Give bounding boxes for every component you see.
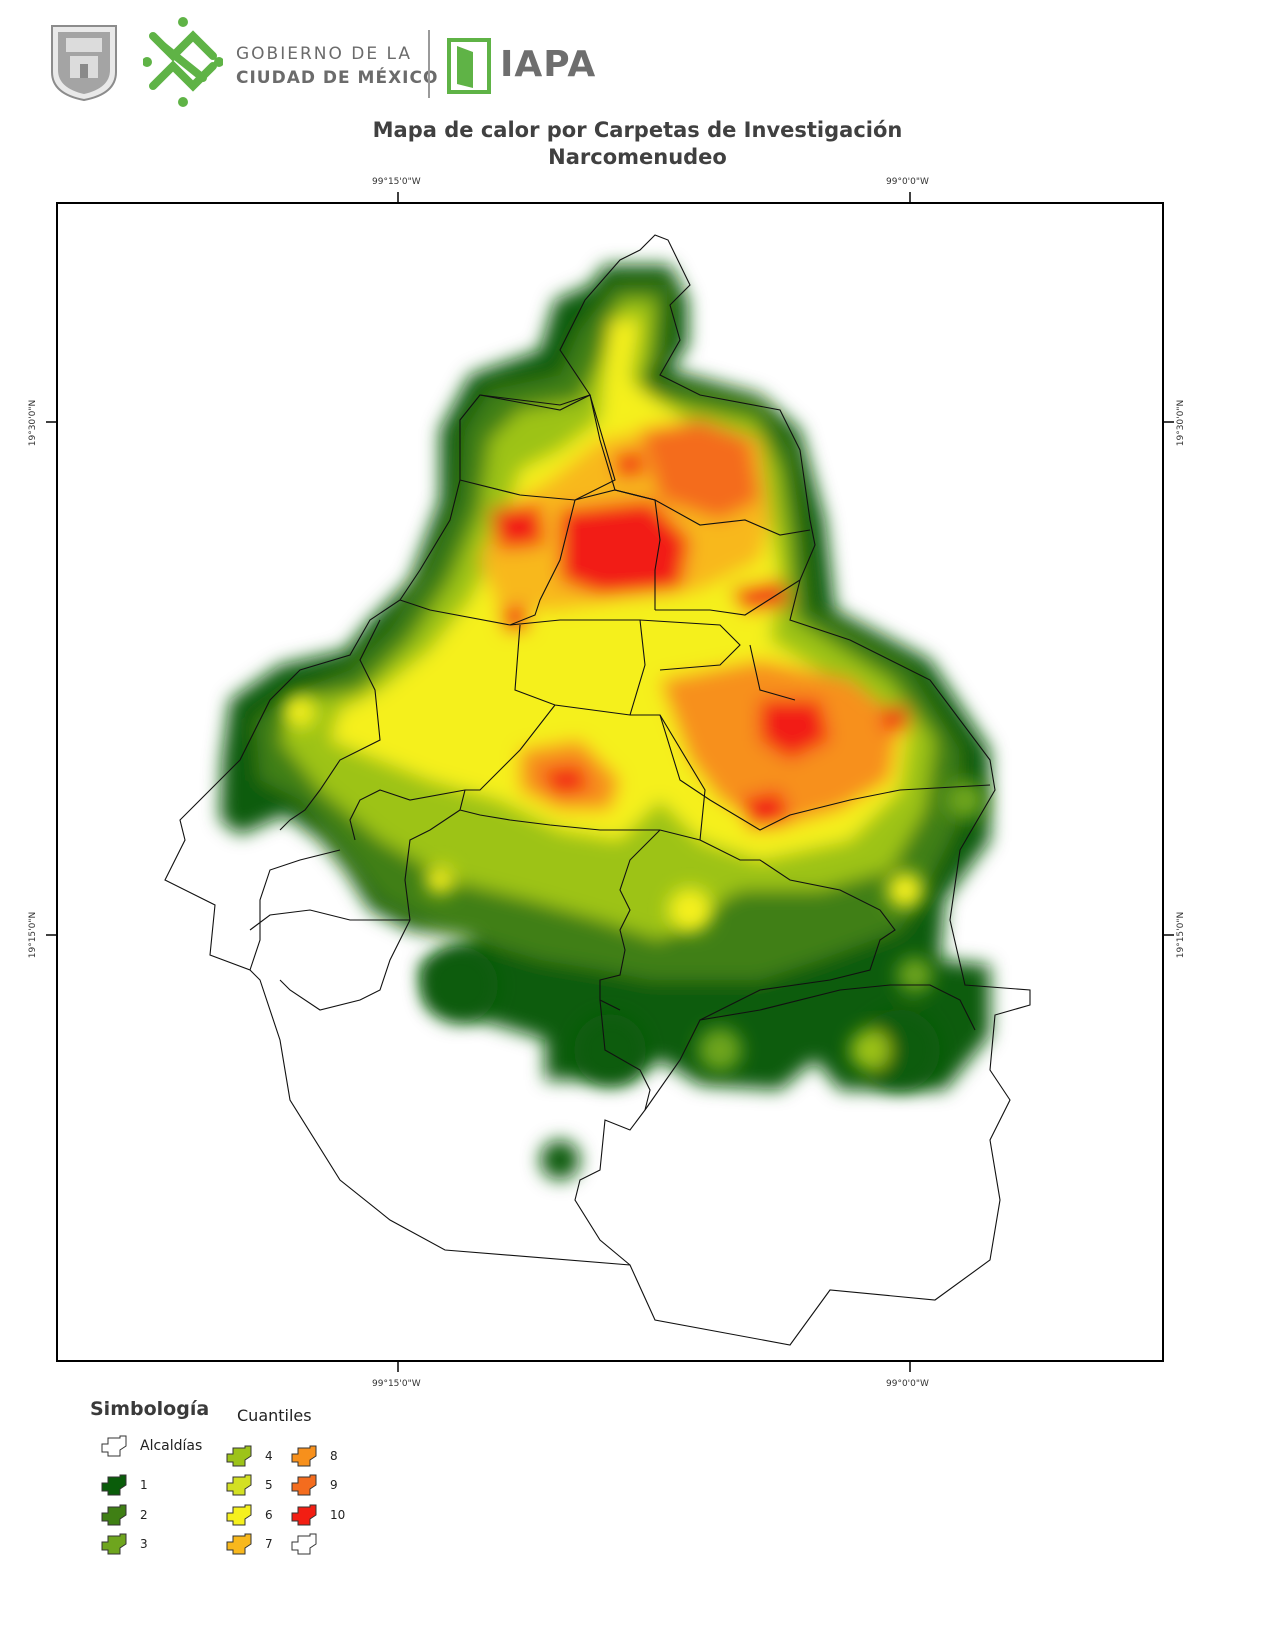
legend-swatch-icon bbox=[291, 1445, 317, 1467]
alcaldias-boundaries bbox=[164, 234, 1031, 1346]
legend-item-quantile: 3 bbox=[100, 1532, 148, 1556]
coord-bottom-left: 99°15'0"W bbox=[372, 1379, 421, 1389]
heat-layer bbox=[220, 265, 990, 1180]
legend-swatch-icon bbox=[101, 1474, 127, 1496]
legend: Simbología Cuantiles Alcaldías 1 2 3 4 5 6 7 8 9 1… bbox=[90, 1398, 510, 1558]
legend-swatch-icon bbox=[101, 1504, 127, 1526]
coat-of-arms-icon bbox=[51, 25, 117, 102]
legend-label: 5 bbox=[265, 1478, 273, 1492]
legend-swatch-icon bbox=[291, 1504, 317, 1526]
legend-label: 9 bbox=[330, 1478, 338, 1492]
legend-item-quantile: 4 bbox=[225, 1444, 273, 1468]
legend-label: 8 bbox=[330, 1449, 338, 1463]
legend-item-quantile: 7 bbox=[225, 1532, 273, 1556]
legend-item-alcaldias: Alcaldías bbox=[100, 1434, 202, 1458]
government-text: GOBIERNO DE LA CIUDAD DE MÉXICO bbox=[236, 42, 438, 90]
coord-bottom-right: 99°0'0"W bbox=[886, 1379, 929, 1389]
iapa-door-icon bbox=[447, 38, 491, 94]
coord-top-right: 99°0'0"W bbox=[886, 177, 929, 187]
legend-title: Simbología bbox=[90, 1398, 210, 1420]
legend-item-quantile: 5 bbox=[225, 1473, 273, 1497]
gov-line2: CIUDAD DE MÉXICO bbox=[236, 68, 439, 88]
legend-swatch-icon bbox=[291, 1474, 317, 1496]
legend-subtitle: Cuantiles bbox=[237, 1406, 312, 1425]
legend-item-quantile: 10 bbox=[290, 1503, 345, 1527]
map-title: Mapa de calor por Carpetas de Investigac… bbox=[372, 118, 903, 142]
cdmx-logo-icon bbox=[143, 17, 223, 107]
legend-label: 7 bbox=[265, 1537, 273, 1551]
legend-swatch-icon bbox=[226, 1474, 252, 1496]
gov-line1: GOBIERNO DE LA bbox=[236, 44, 413, 64]
legend-item-quantile bbox=[290, 1532, 330, 1556]
header-divider bbox=[428, 30, 430, 98]
legend-swatch-icon bbox=[226, 1504, 252, 1526]
legend-swatch-icon bbox=[101, 1435, 127, 1457]
iapa-label: IAPA bbox=[500, 44, 597, 85]
map-frame bbox=[56, 202, 1164, 1362]
coord-top-left: 99°15'0"W bbox=[372, 177, 421, 187]
legend-item-quantile: 8 bbox=[290, 1444, 338, 1468]
legend-label: 1 bbox=[140, 1478, 148, 1492]
map-subtitle: Narcomenudeo bbox=[548, 145, 727, 169]
legend-swatch-icon bbox=[291, 1533, 317, 1555]
legend-item-quantile: 1 bbox=[100, 1473, 148, 1497]
legend-item-quantile: 6 bbox=[225, 1503, 273, 1527]
legend-swatch-icon bbox=[101, 1533, 127, 1555]
legend-label: 4 bbox=[265, 1449, 273, 1463]
legend-label: 3 bbox=[140, 1537, 148, 1551]
legend-label: Alcaldías bbox=[140, 1438, 203, 1454]
header: GOBIERNO DE LA CIUDAD DE MÉXICO IAPA bbox=[0, 0, 1275, 115]
legend-item-quantile: 9 bbox=[290, 1473, 338, 1497]
legend-label: 2 bbox=[140, 1508, 148, 1522]
map-ticks bbox=[46, 192, 1174, 1372]
legend-label: 10 bbox=[330, 1508, 346, 1522]
legend-swatch-icon bbox=[226, 1533, 252, 1555]
legend-swatch-icon bbox=[226, 1445, 252, 1467]
legend-label: 6 bbox=[265, 1508, 273, 1522]
legend-item-quantile: 2 bbox=[100, 1503, 148, 1527]
